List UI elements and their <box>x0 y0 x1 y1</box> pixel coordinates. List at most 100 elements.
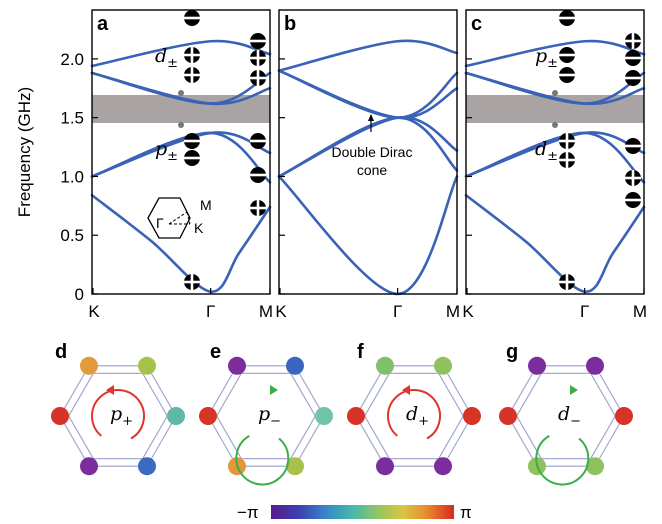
mode-label-d-pm: d± <box>535 138 558 164</box>
x-tick-label: K <box>88 302 100 321</box>
mode-pattern-icon <box>559 274 575 290</box>
mode-profile-label: d− <box>558 403 581 429</box>
x-tick-label: Γ <box>393 302 402 321</box>
mode-pattern-icon <box>625 70 641 86</box>
y-tick-label: 2.0 <box>60 50 84 69</box>
phase-dot <box>376 356 394 375</box>
phase-dot <box>80 457 98 476</box>
panel-a: a d± p± Γ K M <box>90 9 272 295</box>
inset-k-label: K <box>194 220 204 236</box>
band-6 <box>464 39 646 68</box>
mode-pattern-icon <box>625 170 641 186</box>
y-axis-label: Frequency (GHz) <box>15 87 34 217</box>
degeneracy-point <box>178 122 184 128</box>
x-tick-label: M <box>446 302 460 321</box>
band-6 <box>277 39 459 72</box>
degeneracy-point <box>178 90 184 96</box>
x-tick-label: Γ <box>206 302 215 321</box>
rotation-arrowhead <box>270 385 278 395</box>
phase-dot <box>586 356 604 375</box>
mode-profile-label: p+ <box>110 403 133 429</box>
mode-profile-label: d+ <box>406 403 429 429</box>
mode-pattern-icon <box>250 200 266 216</box>
mode-profiles: p+ p− d+ d− <box>51 356 633 486</box>
band-3 <box>90 131 272 184</box>
bands-b <box>277 39 459 296</box>
phase-dot <box>499 407 517 425</box>
mode-pattern-icon <box>559 67 575 83</box>
mode-label-p-pm: p± <box>535 45 558 71</box>
mode-pattern-icon <box>250 33 266 49</box>
annotation-arrowhead <box>368 114 374 121</box>
phase-dot <box>463 407 481 425</box>
rotation-arrowhead <box>570 385 578 395</box>
mode-profile-d: p+ <box>51 356 185 476</box>
inset-gamma-label: Γ <box>156 215 164 231</box>
mode-profile-label: p− <box>258 403 281 429</box>
rotation-arrow <box>387 389 441 440</box>
mode-pattern-icon <box>184 10 200 26</box>
y-tick-label: 1.5 <box>60 109 84 128</box>
phase-colorbar <box>271 505 454 519</box>
phase-dot <box>315 407 333 425</box>
rotation-arrowhead <box>106 385 114 395</box>
phase-dot <box>138 457 156 476</box>
band-1 <box>464 193 646 293</box>
phase-dot <box>347 407 365 425</box>
mode-profile-f: d+ <box>347 356 481 476</box>
x-tick-label: K <box>275 302 287 321</box>
x-tick-label: K <box>462 302 474 321</box>
x-tick-label: M <box>633 302 647 321</box>
phase-dot <box>615 407 633 425</box>
phase-dot <box>286 457 304 476</box>
phase-dot <box>199 407 217 425</box>
mode-pattern-icon <box>559 10 575 26</box>
phase-dot <box>586 457 604 476</box>
mode-pattern-icon <box>559 152 575 168</box>
band-6 <box>90 39 272 68</box>
annotation-line2: cone <box>357 162 388 178</box>
rotation-arrow <box>235 435 290 486</box>
panel-label-f: f <box>357 341 364 363</box>
annotation-line1: Double Dirac <box>332 144 413 160</box>
mode-label-p-pm: p± <box>155 138 178 164</box>
mode-pattern-icon <box>625 50 641 66</box>
degeneracy-point <box>552 122 558 128</box>
mode-pattern-icon <box>625 192 641 208</box>
rotation-arrowhead <box>402 385 410 395</box>
mode-pattern-icon <box>250 50 266 66</box>
bands-c <box>464 39 646 293</box>
mode-pattern-icon <box>184 47 200 63</box>
panel-b: b Double Dirac cone <box>277 9 459 296</box>
mode-pattern-icon <box>184 67 200 83</box>
phase-dot <box>80 356 98 375</box>
x-tick-label: M <box>259 302 273 321</box>
mode-pattern-icon <box>184 133 200 149</box>
frame-c <box>465 9 645 295</box>
mode-pattern-icon <box>625 33 641 49</box>
band-5 <box>277 69 459 119</box>
phase-dot <box>434 457 452 476</box>
panel-label-e: e <box>210 341 221 363</box>
panel-label-a: a <box>97 13 109 35</box>
brillouin-zone-inset: Γ K M <box>147 197 212 239</box>
mode-pattern-icon <box>184 274 200 290</box>
degeneracy-point <box>552 90 558 96</box>
frame-a <box>91 9 271 295</box>
x-tick-label: Γ <box>580 302 589 321</box>
y-tick-label: 0.5 <box>60 226 84 245</box>
band-1 <box>90 193 272 293</box>
phase-dot <box>528 356 546 375</box>
panel-c: c p± d± <box>464 9 646 295</box>
y-tick-label: 0 <box>75 285 84 304</box>
band-1 <box>277 175 459 296</box>
mode-pattern-icon <box>559 47 575 63</box>
colorbar-max-label: π <box>460 503 472 522</box>
frame-b <box>278 9 458 295</box>
phase-dot <box>138 356 156 375</box>
mode-profile-e: p− <box>199 356 333 486</box>
y-axis-ticks: 0 0.5 1.0 1.5 2.0 <box>60 50 472 304</box>
panel-label-g: g <box>506 341 518 363</box>
